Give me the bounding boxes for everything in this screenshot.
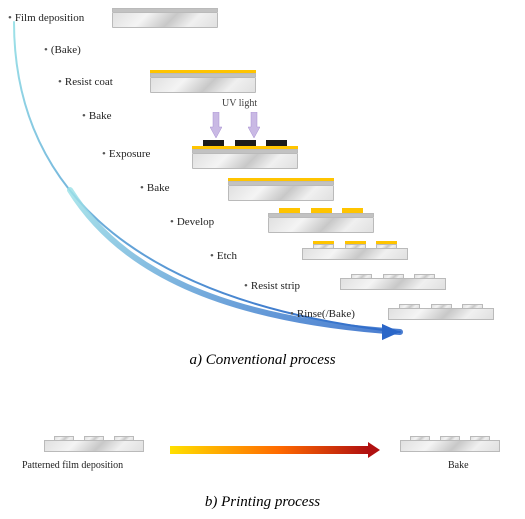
diagram-root: •Film deposition•(Bake)•Resist coat•Bake… <box>0 0 525 519</box>
caption-b: b) Printing process <box>0 494 525 511</box>
printing-gradient-arrow <box>0 0 525 519</box>
printing-left-label: Patterned film deposition <box>22 460 123 471</box>
printing-right-label: Bake <box>448 460 469 471</box>
